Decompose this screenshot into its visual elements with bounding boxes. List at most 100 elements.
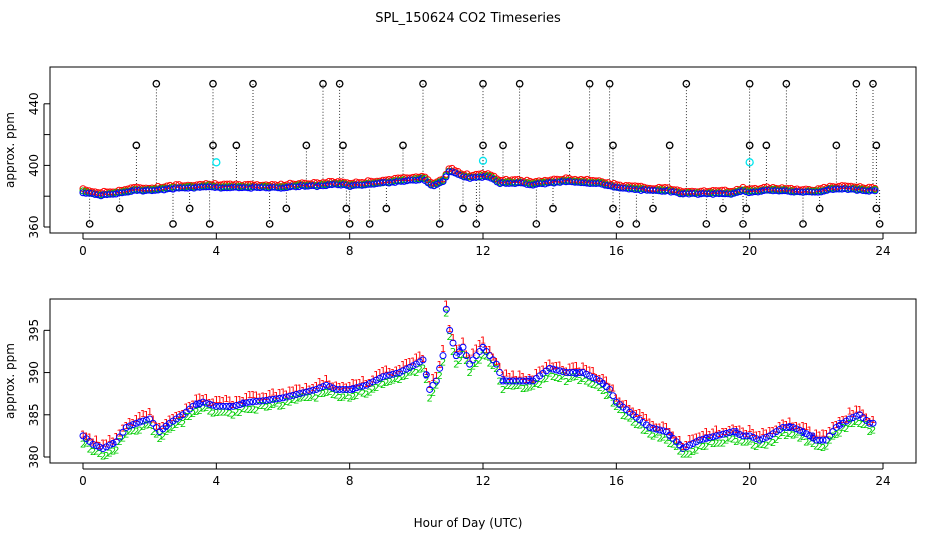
series2-label-mark: 2 — [650, 431, 656, 442]
series3-point — [506, 377, 514, 385]
series3-point — [249, 398, 257, 406]
series2-label-mark: 2 — [866, 427, 872, 438]
series2-label-mark: 2 — [463, 356, 469, 367]
series3-point — [272, 395, 280, 403]
series1-label-mark: 1 — [590, 366, 596, 377]
series2-label-mark: 2 — [290, 395, 296, 406]
series2-label-mark: 2 — [846, 419, 852, 430]
series1-label-mark: 1 — [153, 422, 159, 433]
series3-point — [442, 173, 450, 181]
series2-label-mark: 2 — [293, 395, 299, 406]
series2-label-mark: 2 — [406, 367, 412, 378]
series1-label-mark: 1 — [146, 407, 152, 418]
series2-label-mark: 2 — [833, 430, 839, 441]
series1-label-mark: 1 — [260, 392, 266, 403]
series3-point — [576, 369, 584, 377]
series2-label-mark: 2 — [380, 380, 386, 391]
series1-label-mark: 1 — [343, 382, 349, 393]
series3-point — [266, 396, 274, 404]
outlier-point — [342, 204, 351, 213]
series2-label-mark: 2 — [240, 404, 246, 415]
outlier-point — [435, 220, 444, 228]
series3-point — [89, 440, 97, 448]
series2-label-mark: 2 — [700, 442, 706, 453]
series2-label-mark: 2 — [410, 367, 416, 378]
series1-label-mark: 1 — [423, 367, 429, 378]
series3-point — [652, 425, 660, 433]
series2-label-mark: 2 — [763, 440, 769, 451]
outlier-point — [209, 79, 217, 88]
series2-label-mark: 2 — [110, 447, 116, 458]
series1-label-mark: 1 — [203, 393, 209, 404]
series3-point — [689, 439, 697, 447]
series2-label-mark: 2 — [306, 393, 312, 404]
outlier-point — [739, 220, 747, 228]
series2-label-mark: 2 — [800, 432, 806, 443]
series3-point — [409, 362, 417, 370]
series1-label-mark: 1 — [656, 423, 662, 434]
series2-label-mark: 2 — [383, 378, 389, 389]
series1-label-mark: 1 — [553, 361, 559, 372]
series2-label-mark: 2 — [260, 401, 266, 412]
series3-point — [256, 397, 264, 405]
outlier-point — [282, 204, 291, 213]
series2-label-mark: 2 — [286, 397, 292, 408]
series2-label-mark: 2 — [686, 450, 692, 461]
series3-point — [119, 428, 127, 436]
series1-label-mark: 1 — [810, 432, 816, 443]
series3-label-mark: 3 — [600, 379, 606, 390]
series1-label-mark: 1 — [473, 344, 479, 355]
series2-label-mark: 2 — [643, 426, 649, 437]
series3-point — [549, 365, 557, 373]
series2-label-mark: 2 — [453, 359, 459, 370]
series2-label-mark: 2 — [813, 442, 819, 453]
series3-point — [116, 433, 124, 441]
series2-label-mark: 2 — [676, 447, 682, 458]
outlier-point — [682, 79, 691, 88]
series1-label-mark: 1 — [143, 410, 149, 421]
series3-point — [742, 432, 750, 440]
outlier-point — [365, 220, 374, 228]
series1-label-mark: 1 — [636, 408, 642, 419]
series1-label-mark: 1 — [100, 438, 106, 449]
series1-label-mark: 1 — [816, 431, 822, 442]
series1-label-mark: 1 — [570, 362, 576, 373]
series2-label-mark: 2 — [133, 427, 139, 438]
series3-point — [386, 371, 394, 379]
series3-point — [136, 418, 144, 426]
series2-label-mark: 2 — [96, 449, 102, 460]
series2-label-mark: 2 — [726, 434, 732, 445]
series1-label-mark: 1 — [276, 388, 282, 399]
series2-label-mark: 2 — [250, 405, 256, 416]
series3-point — [399, 367, 407, 375]
series3-point — [142, 416, 150, 424]
series3-point — [796, 426, 804, 434]
series2-label-mark: 2 — [723, 435, 729, 446]
series3-label-mark: 3 — [456, 346, 462, 357]
series3-point — [849, 414, 857, 422]
series2-label-mark: 2 — [123, 430, 129, 441]
series1-label-mark: 1 — [686, 434, 692, 445]
series2-label-mark: 2 — [216, 408, 222, 419]
series1-label-mark: 1 — [623, 399, 629, 410]
series3-point — [282, 393, 290, 401]
series2-label-mark: 2 — [330, 390, 336, 401]
series2-label-mark: 2 — [610, 399, 616, 410]
series2-label-mark: 2 — [220, 408, 226, 419]
series1-label-mark: 1 — [90, 437, 96, 448]
series3-point — [292, 391, 300, 399]
series2-label-mark: 2 — [823, 442, 829, 453]
series2-label-mark: 2 — [810, 439, 816, 450]
series3-point — [232, 401, 240, 409]
series2-label-mark: 2 — [560, 371, 566, 382]
series1-label-mark: 1 — [400, 360, 406, 371]
series3-point — [572, 369, 580, 377]
series1-label-mark: 1 — [743, 429, 749, 440]
series1-label-mark: 1 — [366, 378, 372, 389]
series3-point — [436, 364, 444, 372]
series2-label-mark: 2 — [263, 403, 269, 414]
series1-label-mark: 1 — [253, 391, 259, 402]
series2-label-mark: 2 — [773, 435, 779, 446]
outlier-point — [742, 204, 751, 213]
series2-label-mark: 2 — [516, 381, 522, 392]
